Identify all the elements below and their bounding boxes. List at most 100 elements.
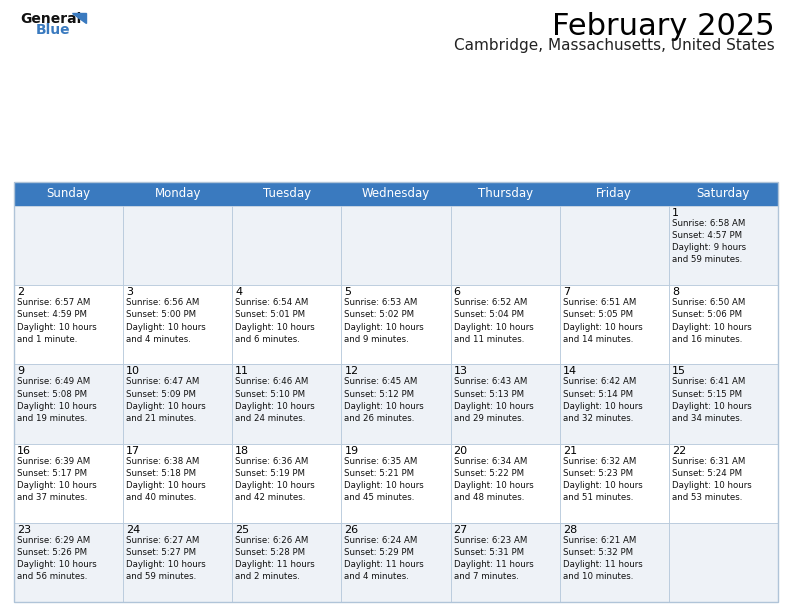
Text: Sunrise: 6:57 AM
Sunset: 4:59 PM
Daylight: 10 hours
and 1 minute.: Sunrise: 6:57 AM Sunset: 4:59 PM Dayligh…: [17, 298, 97, 344]
Text: Sunrise: 6:29 AM
Sunset: 5:26 PM
Daylight: 10 hours
and 56 minutes.: Sunrise: 6:29 AM Sunset: 5:26 PM Dayligh…: [17, 536, 97, 581]
Text: 27: 27: [454, 525, 468, 535]
Text: 22: 22: [672, 446, 686, 455]
Bar: [123, 364, 232, 444]
Text: Sunrise: 6:32 AM
Sunset: 5:23 PM
Daylight: 10 hours
and 51 minutes.: Sunrise: 6:32 AM Sunset: 5:23 PM Dayligh…: [562, 457, 642, 502]
Text: Sunrise: 6:23 AM
Sunset: 5:31 PM
Daylight: 11 hours
and 7 minutes.: Sunrise: 6:23 AM Sunset: 5:31 PM Dayligh…: [454, 536, 533, 581]
Text: Sunrise: 6:52 AM
Sunset: 5:04 PM
Daylight: 10 hours
and 11 minutes.: Sunrise: 6:52 AM Sunset: 5:04 PM Dayligh…: [454, 298, 533, 344]
Text: 10: 10: [126, 367, 140, 376]
Text: Wednesday: Wednesday: [362, 187, 430, 201]
Text: 2: 2: [17, 287, 24, 297]
Text: 16: 16: [17, 446, 31, 455]
Text: Sunrise: 6:46 AM
Sunset: 5:10 PM
Daylight: 10 hours
and 24 minutes.: Sunrise: 6:46 AM Sunset: 5:10 PM Dayligh…: [235, 378, 315, 423]
Text: Sunrise: 6:27 AM
Sunset: 5:27 PM
Daylight: 10 hours
and 59 minutes.: Sunrise: 6:27 AM Sunset: 5:27 PM Dayligh…: [126, 536, 206, 581]
Bar: [14, 182, 778, 602]
Text: Tuesday: Tuesday: [263, 187, 311, 201]
Bar: [451, 364, 560, 444]
Bar: [560, 523, 669, 602]
Text: 28: 28: [562, 525, 577, 535]
Bar: [669, 364, 778, 444]
Bar: [451, 444, 560, 523]
Bar: [14, 364, 123, 444]
Text: 12: 12: [345, 367, 359, 376]
Bar: [560, 444, 669, 523]
Text: 19: 19: [345, 446, 359, 455]
Bar: [14, 444, 123, 523]
Bar: [341, 444, 451, 523]
Bar: [669, 206, 778, 285]
Bar: [14, 206, 123, 285]
Bar: [232, 444, 341, 523]
Bar: [669, 523, 778, 602]
Text: 23: 23: [17, 525, 31, 535]
Text: 15: 15: [672, 367, 686, 376]
Bar: [14, 285, 123, 364]
Text: Friday: Friday: [596, 187, 632, 201]
Text: Sunrise: 6:35 AM
Sunset: 5:21 PM
Daylight: 10 hours
and 45 minutes.: Sunrise: 6:35 AM Sunset: 5:21 PM Dayligh…: [345, 457, 425, 502]
Text: Cambridge, Massachusetts, United States: Cambridge, Massachusetts, United States: [455, 38, 775, 53]
Text: Sunrise: 6:39 AM
Sunset: 5:17 PM
Daylight: 10 hours
and 37 minutes.: Sunrise: 6:39 AM Sunset: 5:17 PM Dayligh…: [17, 457, 97, 502]
Bar: [560, 206, 669, 285]
Text: Sunrise: 6:58 AM
Sunset: 4:57 PM
Daylight: 9 hours
and 59 minutes.: Sunrise: 6:58 AM Sunset: 4:57 PM Dayligh…: [672, 219, 746, 264]
Bar: [341, 285, 451, 364]
Text: 9: 9: [17, 367, 24, 376]
Text: Saturday: Saturday: [697, 187, 750, 201]
Text: Sunrise: 6:47 AM
Sunset: 5:09 PM
Daylight: 10 hours
and 21 minutes.: Sunrise: 6:47 AM Sunset: 5:09 PM Dayligh…: [126, 378, 206, 423]
Bar: [669, 285, 778, 364]
Bar: [232, 285, 341, 364]
Text: Sunday: Sunday: [47, 187, 90, 201]
Text: Sunrise: 6:45 AM
Sunset: 5:12 PM
Daylight: 10 hours
and 26 minutes.: Sunrise: 6:45 AM Sunset: 5:12 PM Dayligh…: [345, 378, 425, 423]
Text: 24: 24: [126, 525, 140, 535]
Bar: [451, 285, 560, 364]
Text: 5: 5: [345, 287, 352, 297]
Text: 13: 13: [454, 367, 467, 376]
Text: Sunrise: 6:51 AM
Sunset: 5:05 PM
Daylight: 10 hours
and 14 minutes.: Sunrise: 6:51 AM Sunset: 5:05 PM Dayligh…: [562, 298, 642, 344]
Text: 11: 11: [235, 367, 249, 376]
Text: Sunrise: 6:24 AM
Sunset: 5:29 PM
Daylight: 11 hours
and 4 minutes.: Sunrise: 6:24 AM Sunset: 5:29 PM Dayligh…: [345, 536, 425, 581]
Bar: [14, 182, 778, 206]
Bar: [341, 523, 451, 602]
Bar: [14, 523, 123, 602]
Bar: [341, 364, 451, 444]
Text: 14: 14: [562, 367, 577, 376]
Text: Thursday: Thursday: [478, 187, 533, 201]
Bar: [232, 364, 341, 444]
Text: Sunrise: 6:21 AM
Sunset: 5:32 PM
Daylight: 11 hours
and 10 minutes.: Sunrise: 6:21 AM Sunset: 5:32 PM Dayligh…: [562, 536, 642, 581]
Text: General: General: [20, 12, 82, 26]
Bar: [123, 523, 232, 602]
Bar: [232, 206, 341, 285]
Text: Sunrise: 6:53 AM
Sunset: 5:02 PM
Daylight: 10 hours
and 9 minutes.: Sunrise: 6:53 AM Sunset: 5:02 PM Dayligh…: [345, 298, 425, 344]
Polygon shape: [72, 13, 86, 23]
Text: Sunrise: 6:41 AM
Sunset: 5:15 PM
Daylight: 10 hours
and 34 minutes.: Sunrise: 6:41 AM Sunset: 5:15 PM Dayligh…: [672, 378, 752, 423]
Text: Sunrise: 6:54 AM
Sunset: 5:01 PM
Daylight: 10 hours
and 6 minutes.: Sunrise: 6:54 AM Sunset: 5:01 PM Dayligh…: [235, 298, 315, 344]
Text: Blue: Blue: [36, 23, 70, 37]
Text: 4: 4: [235, 287, 242, 297]
Text: Sunrise: 6:31 AM
Sunset: 5:24 PM
Daylight: 10 hours
and 53 minutes.: Sunrise: 6:31 AM Sunset: 5:24 PM Dayligh…: [672, 457, 752, 502]
Text: Monday: Monday: [154, 187, 201, 201]
Text: Sunrise: 6:56 AM
Sunset: 5:00 PM
Daylight: 10 hours
and 4 minutes.: Sunrise: 6:56 AM Sunset: 5:00 PM Dayligh…: [126, 298, 206, 344]
Bar: [560, 285, 669, 364]
Text: 25: 25: [235, 525, 249, 535]
Bar: [451, 206, 560, 285]
Text: Sunrise: 6:50 AM
Sunset: 5:06 PM
Daylight: 10 hours
and 16 minutes.: Sunrise: 6:50 AM Sunset: 5:06 PM Dayligh…: [672, 298, 752, 344]
Bar: [560, 364, 669, 444]
Bar: [123, 285, 232, 364]
Text: Sunrise: 6:26 AM
Sunset: 5:28 PM
Daylight: 11 hours
and 2 minutes.: Sunrise: 6:26 AM Sunset: 5:28 PM Dayligh…: [235, 536, 315, 581]
Bar: [123, 206, 232, 285]
Text: 26: 26: [345, 525, 359, 535]
Text: Sunrise: 6:43 AM
Sunset: 5:13 PM
Daylight: 10 hours
and 29 minutes.: Sunrise: 6:43 AM Sunset: 5:13 PM Dayligh…: [454, 378, 533, 423]
Text: 18: 18: [235, 446, 249, 455]
Text: Sunrise: 6:49 AM
Sunset: 5:08 PM
Daylight: 10 hours
and 19 minutes.: Sunrise: 6:49 AM Sunset: 5:08 PM Dayligh…: [17, 378, 97, 423]
Text: 3: 3: [126, 287, 133, 297]
Bar: [451, 523, 560, 602]
Text: Sunrise: 6:42 AM
Sunset: 5:14 PM
Daylight: 10 hours
and 32 minutes.: Sunrise: 6:42 AM Sunset: 5:14 PM Dayligh…: [562, 378, 642, 423]
Text: 7: 7: [562, 287, 569, 297]
Text: 20: 20: [454, 446, 468, 455]
Text: 17: 17: [126, 446, 140, 455]
Bar: [669, 444, 778, 523]
Bar: [232, 523, 341, 602]
Text: 1: 1: [672, 208, 679, 218]
Text: 21: 21: [562, 446, 577, 455]
Bar: [341, 206, 451, 285]
Bar: [123, 444, 232, 523]
Text: Sunrise: 6:34 AM
Sunset: 5:22 PM
Daylight: 10 hours
and 48 minutes.: Sunrise: 6:34 AM Sunset: 5:22 PM Dayligh…: [454, 457, 533, 502]
